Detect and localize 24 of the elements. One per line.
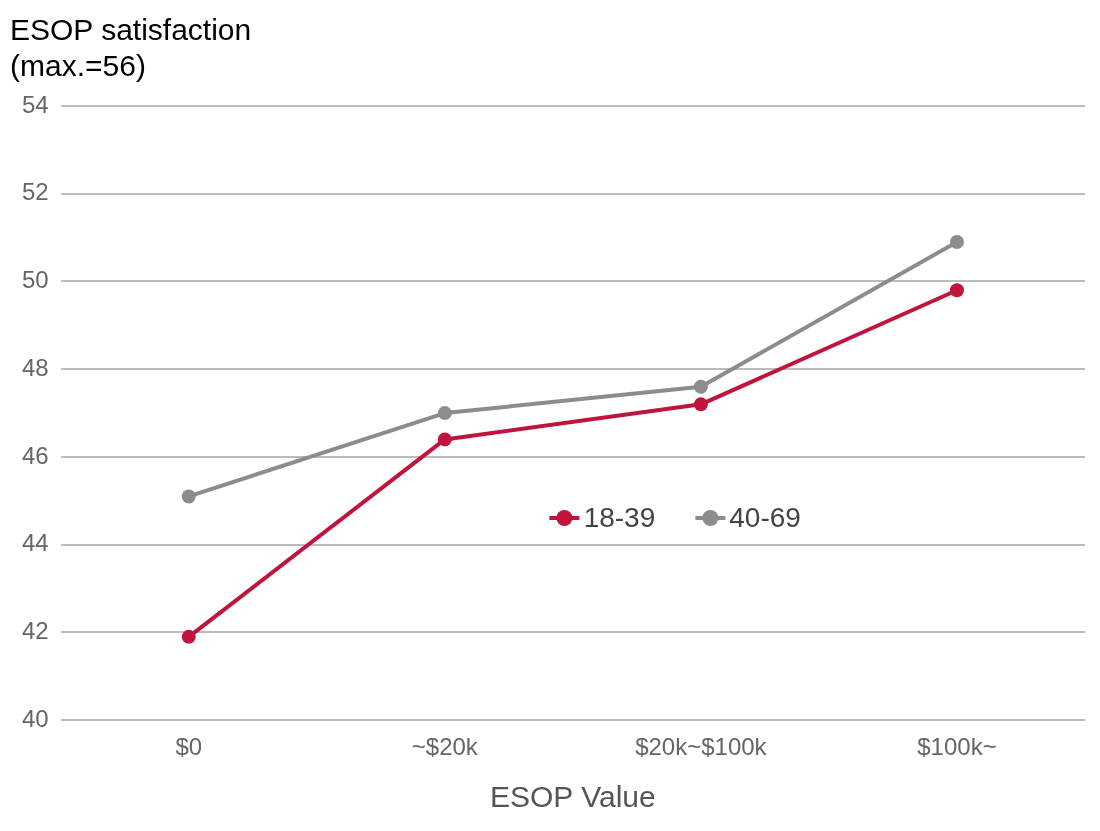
y-tick-label: 42 <box>21 617 49 645</box>
point <box>181 629 196 644</box>
x-tick-label: $100k~ <box>917 733 997 761</box>
point <box>693 379 708 394</box>
point <box>693 397 708 412</box>
y-tick-label: 40 <box>21 704 49 732</box>
chart-title: ESOP satisfaction (max.=56) <box>10 13 252 83</box>
y-tick-label: 48 <box>21 353 49 381</box>
point <box>437 432 452 447</box>
x-tick-label: ~$20k <box>411 733 479 761</box>
point <box>181 489 196 504</box>
point <box>949 283 964 298</box>
point <box>437 406 452 421</box>
x-tick-label: $0 <box>175 733 203 761</box>
y-tick-label: 54 <box>21 90 49 118</box>
legend-label: 18-39 <box>583 501 656 534</box>
y-tick-label: 50 <box>21 266 49 294</box>
y-tick-label: 52 <box>21 178 49 206</box>
x-tick-label: $20k~$100k <box>635 733 768 761</box>
point <box>949 235 964 249</box>
legend-label: 40-69 <box>729 501 801 534</box>
x-axis-title: ESOP Value <box>490 780 656 814</box>
y-tick-label: 44 <box>21 529 49 557</box>
y-tick-label: 46 <box>21 441 49 469</box>
